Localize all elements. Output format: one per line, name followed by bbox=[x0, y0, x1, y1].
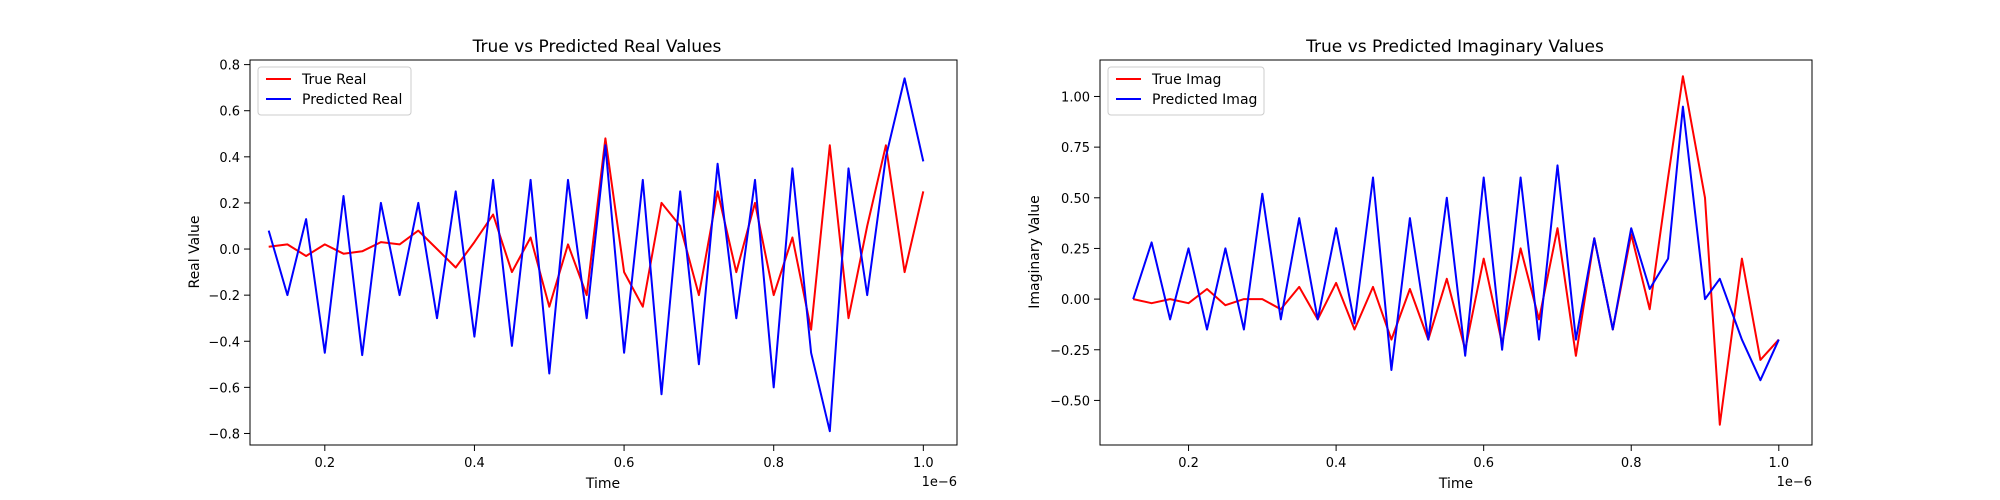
legend: True Real Predicted Real bbox=[257, 66, 412, 116]
y-tick-label: 0.2 bbox=[219, 197, 240, 212]
true-series-line bbox=[268, 137, 925, 331]
x-axis-offset-label: 1e−6 bbox=[1777, 475, 1812, 490]
y-tick-label: 0.00 bbox=[1061, 293, 1090, 308]
y-axis-label: Imaginary Value bbox=[1027, 195, 1043, 309]
y-tick-label: −0.50 bbox=[1050, 394, 1090, 409]
x-tick-label: 0.8 bbox=[1621, 456, 1642, 471]
x-tick-label: 0.2 bbox=[1178, 456, 1199, 471]
predicted-series-line bbox=[1132, 105, 1780, 382]
imaginary-values-chart: True vs Predicted Imaginary Values 0.2 0.… bbox=[1027, 37, 1813, 492]
y-tick-label: −0.4 bbox=[208, 335, 240, 350]
plot-area-frame bbox=[1099, 59, 1813, 446]
x-tick-label: 0.6 bbox=[1473, 456, 1494, 471]
y-tick-label: 0.4 bbox=[219, 151, 240, 166]
x-tick-label: 1.0 bbox=[913, 456, 934, 471]
x-tick-label: 0.4 bbox=[464, 456, 485, 471]
y-axis-label: Real Value bbox=[187, 215, 203, 288]
y-tick-label: 0.75 bbox=[1061, 141, 1090, 156]
series-lines bbox=[267, 77, 925, 433]
x-axis-ticks: 0.2 0.4 0.6 0.8 1.0 bbox=[1178, 445, 1789, 471]
x-tick-label: 0.8 bbox=[763, 456, 784, 471]
x-tick-label: 1.0 bbox=[1768, 456, 1789, 471]
legend-box bbox=[257, 66, 412, 116]
series-lines bbox=[1132, 75, 1780, 426]
x-axis-label: Time bbox=[585, 476, 620, 492]
y-tick-label: −0.25 bbox=[1050, 344, 1090, 359]
x-tick-label: 0.6 bbox=[614, 456, 635, 471]
y-tick-label: 0.0 bbox=[219, 243, 240, 258]
y-axis-ticks: −0.8 −0.6 −0.4 −0.2 0.0 0.2 0.4 0.6 0.8 bbox=[208, 59, 250, 442]
y-tick-label: 0.8 bbox=[219, 59, 240, 74]
y-tick-label: 0.6 bbox=[219, 105, 240, 120]
y-tick-label: 0.50 bbox=[1061, 192, 1090, 207]
y-tick-label: −0.6 bbox=[208, 381, 240, 396]
true-series-line bbox=[1132, 75, 1780, 426]
legend-label-true-real: True Real bbox=[301, 72, 366, 88]
x-axis-label: Time bbox=[1438, 476, 1473, 492]
legend-label-true-imag: True Imag bbox=[1151, 72, 1221, 88]
x-axis-offset-label: 1e−6 bbox=[922, 475, 957, 490]
y-axis-ticks: −0.50 −0.25 0.00 0.25 0.50 0.75 1.00 bbox=[1050, 90, 1100, 409]
plot-area-frame bbox=[249, 59, 958, 446]
x-axis-ticks: 0.2 0.4 0.6 0.8 1.0 bbox=[314, 445, 934, 471]
chart-title: True vs Predicted Imaginary Values bbox=[1305, 37, 1604, 57]
legend-box bbox=[1107, 66, 1265, 116]
real-values-chart: True vs Predicted Real Values 0.2 0.4 0.6 0… bbox=[187, 37, 958, 492]
y-tick-label: −0.8 bbox=[208, 427, 240, 442]
y-tick-label: −0.2 bbox=[208, 289, 240, 304]
chart-title: True vs Predicted Real Values bbox=[472, 37, 722, 57]
predicted-series-line bbox=[267, 77, 925, 433]
legend-label-predicted-imag: Predicted Imag bbox=[1152, 92, 1257, 108]
legend-label-predicted-real: Predicted Real bbox=[302, 92, 402, 108]
legend: True Imag Predicted Imag bbox=[1107, 66, 1265, 116]
x-tick-label: 0.4 bbox=[1326, 456, 1347, 471]
y-tick-label: 1.00 bbox=[1061, 90, 1090, 105]
y-tick-label: 0.25 bbox=[1061, 242, 1090, 257]
x-tick-label: 0.2 bbox=[314, 456, 335, 471]
